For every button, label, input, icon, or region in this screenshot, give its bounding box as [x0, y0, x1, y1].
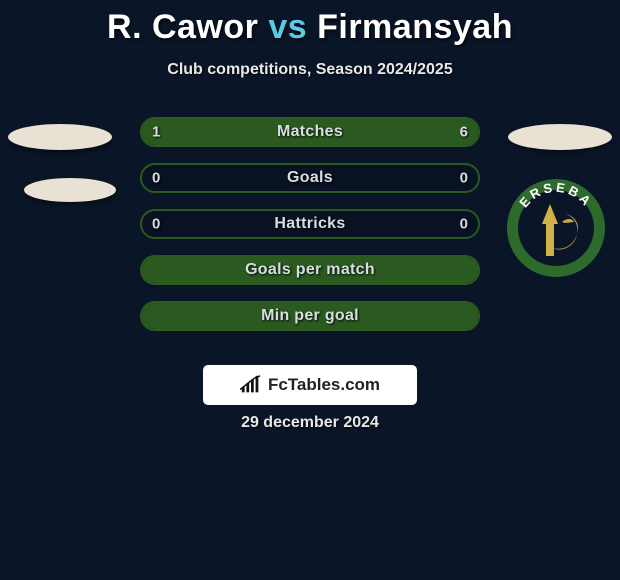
subtitle: Club competitions, Season 2024/2025: [0, 61, 620, 79]
stat-row: Min per goal: [140, 301, 480, 331]
player-left-logo-placeholder: [8, 124, 112, 150]
stat-label: Min per goal: [142, 307, 478, 325]
site-badge-text: FcTables.com: [268, 375, 380, 395]
stat-label: Matches: [142, 123, 478, 141]
stat-row: 00Goals: [140, 163, 480, 193]
stat-label: Goals per match: [142, 261, 478, 279]
club-crest: ERSEBA: [506, 178, 606, 278]
site-badge: FcTables.com: [203, 365, 417, 405]
stat-row: 16Matches: [140, 117, 480, 147]
player-left-name: R. Cawor: [107, 8, 258, 46]
vs-word: vs: [268, 8, 307, 46]
player-right-logo-placeholder: [508, 124, 612, 150]
chart-icon: [240, 375, 262, 395]
stat-row: 00Hattricks: [140, 209, 480, 239]
stat-row: Goals per match: [140, 255, 480, 285]
stat-label: Goals: [142, 169, 478, 187]
player-right-name: Firmansyah: [317, 8, 513, 46]
player-left-logo-placeholder-2: [24, 178, 116, 202]
stat-label: Hattricks: [142, 215, 478, 233]
page-title: R. Cawor vs Firmansyah: [0, 0, 620, 47]
date-text: 29 december 2024: [0, 414, 620, 432]
